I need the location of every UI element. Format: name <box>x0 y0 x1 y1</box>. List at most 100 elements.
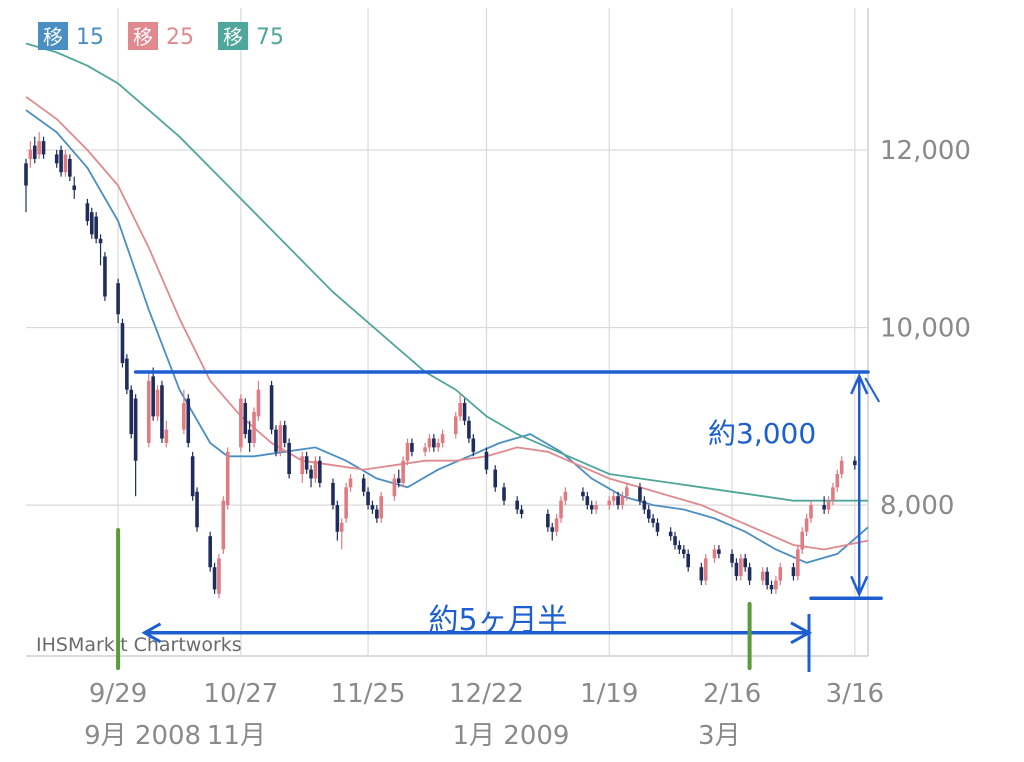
candle <box>300 451 305 483</box>
legend-badge <box>38 22 68 50</box>
x-tick-label: 3/16 <box>826 679 884 709</box>
candle <box>717 545 721 559</box>
x-month-label: 11月 <box>207 721 266 751</box>
ma-line-25 <box>25 96 869 551</box>
candle <box>673 531 677 550</box>
candle <box>335 500 340 541</box>
candle <box>72 176 77 199</box>
candle-body <box>747 567 752 581</box>
candle-body <box>774 580 778 590</box>
candle-body <box>462 403 467 421</box>
candle <box>682 545 686 559</box>
candle <box>344 482 348 523</box>
candle-body <box>396 478 401 483</box>
x-month-label: 1月 2009 <box>452 721 569 751</box>
candle <box>769 580 774 594</box>
candle-body <box>401 460 405 483</box>
candle-body <box>611 496 616 501</box>
candle-body <box>208 536 212 568</box>
candle-body <box>778 567 783 581</box>
candle-body <box>348 478 353 488</box>
candle-body <box>361 478 366 492</box>
candle-body <box>318 460 322 483</box>
candle-body <box>225 451 230 506</box>
candle-body <box>458 403 462 417</box>
height-arrow-head-top <box>850 372 869 395</box>
candle <box>546 509 550 532</box>
candle <box>594 500 598 514</box>
candle <box>146 371 151 448</box>
candle-body <box>405 442 410 461</box>
legend-badge-text: 移 <box>223 25 243 49</box>
candle <box>453 411 458 439</box>
candle <box>370 500 375 514</box>
candle <box>28 141 33 168</box>
candle <box>375 505 379 523</box>
y-tick-label: 8,000 <box>880 491 954 521</box>
candle-body <box>103 256 107 297</box>
candle <box>405 438 410 466</box>
candle <box>651 513 655 528</box>
legend-item-75: 移 75 <box>218 22 284 50</box>
candle <box>743 553 748 572</box>
candle <box>436 438 441 452</box>
candle-body <box>638 487 642 501</box>
candle-body <box>125 358 129 390</box>
candle <box>63 150 68 177</box>
candle <box>313 456 318 483</box>
candle-body <box>620 496 625 506</box>
candle <box>493 465 498 492</box>
candle-body <box>796 549 800 577</box>
candle <box>318 456 322 488</box>
legend-item-15: 移 15 <box>38 22 104 50</box>
candle <box>686 549 690 572</box>
height-annotation-text: 約3,000 <box>708 417 816 450</box>
height-arrow-head-bottom <box>850 575 869 598</box>
candle-body <box>287 442 291 475</box>
candle-body <box>274 429 278 452</box>
candle <box>37 132 41 159</box>
candle <box>668 527 673 541</box>
candle-body <box>546 513 550 528</box>
candle-body <box>423 447 427 452</box>
candle <box>440 429 445 448</box>
legend-label: 25 <box>166 25 194 50</box>
candle-body <box>24 163 28 186</box>
candle-body <box>519 509 524 514</box>
candle-body <box>467 420 471 439</box>
candle <box>392 474 397 501</box>
candle <box>287 438 291 479</box>
candle-body <box>585 496 590 506</box>
candle <box>190 451 195 501</box>
candle <box>221 496 226 554</box>
candle-body <box>432 438 436 448</box>
candle-body <box>32 145 37 159</box>
candle <box>515 496 519 514</box>
candle <box>502 482 506 506</box>
candle <box>826 496 831 514</box>
candle-body <box>182 403 186 430</box>
candle-body <box>550 527 555 532</box>
candle <box>853 456 857 470</box>
candle <box>616 491 620 510</box>
candle <box>366 487 370 510</box>
candle <box>796 545 800 581</box>
candle <box>379 491 384 523</box>
candle-body <box>502 487 506 501</box>
legend-item-25: 移 25 <box>128 22 194 50</box>
candle <box>835 469 840 492</box>
x-month-label: 3月 <box>698 721 741 751</box>
candle <box>458 394 462 421</box>
candle-body <box>668 531 673 537</box>
candle-body <box>809 505 813 519</box>
candle-body <box>190 456 195 497</box>
candle-body <box>682 549 686 554</box>
candle <box>252 407 256 448</box>
candle <box>760 567 765 585</box>
candle-body <box>309 469 313 479</box>
candle-body <box>278 425 283 452</box>
candle-body <box>212 567 217 590</box>
candle-body <box>72 185 77 190</box>
candle <box>607 496 612 510</box>
candle-body <box>673 536 677 546</box>
